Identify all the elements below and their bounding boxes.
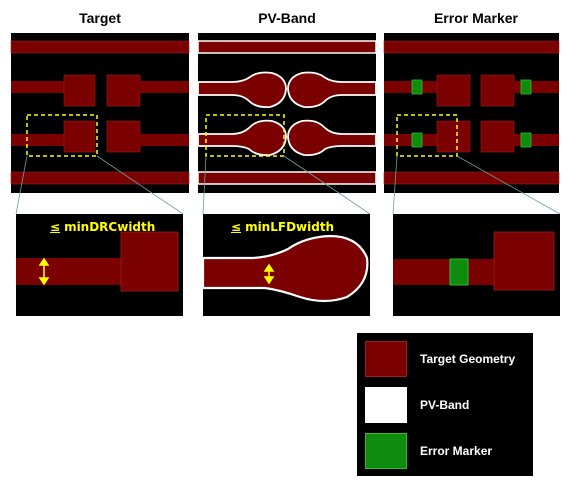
target-zoom — [16, 214, 183, 316]
error-marker-swatch — [365, 433, 407, 469]
pv-highlight-box — [205, 114, 285, 157]
panel-title-error-marker: Error Marker — [433, 10, 519, 26]
target-highlight-box — [26, 114, 98, 157]
legend-label: Target Geometry — [420, 352, 516, 366]
less-equal-symbol: ≤ — [231, 220, 242, 234]
min-lfd-width-text: minLFDwidth — [245, 220, 335, 234]
less-equal-symbol: ≤ — [50, 220, 61, 234]
min-drc-width-text: minDRCwidth — [64, 220, 156, 234]
lfd-width-arrow — [263, 263, 275, 285]
target-panel — [10, 33, 190, 193]
legend-item-pv-band: PV-Band — [365, 387, 533, 425]
drc-width-arrow — [38, 257, 50, 286]
zoom-connectors — [15, 155, 561, 215]
panel-title-pv-band: PV-Band — [258, 10, 316, 26]
error-marker-block — [449, 258, 469, 286]
pv-band-panel — [197, 33, 377, 193]
panel-title-target: Target — [79, 10, 121, 26]
error-marker-panel — [383, 33, 560, 193]
error-highlight-box — [396, 114, 458, 157]
error-marker-zoom — [393, 214, 560, 316]
min-lfd-width-label: ≤ minLFDwidth — [231, 220, 334, 234]
legend: Target Geometry PV-Band Error Marker — [357, 333, 533, 476]
legend-label: PV-Band — [420, 398, 470, 412]
legend-item-target-geometry: Target Geometry — [365, 341, 533, 379]
target-geometry-swatch — [365, 341, 407, 377]
legend-label: Error Marker — [420, 444, 493, 458]
min-drc-width-label: ≤ minDRCwidth — [50, 220, 155, 234]
legend-item-error-marker: Error Marker — [365, 433, 533, 471]
pv-band-swatch — [365, 387, 407, 423]
pv-band-zoom — [201, 214, 370, 316]
